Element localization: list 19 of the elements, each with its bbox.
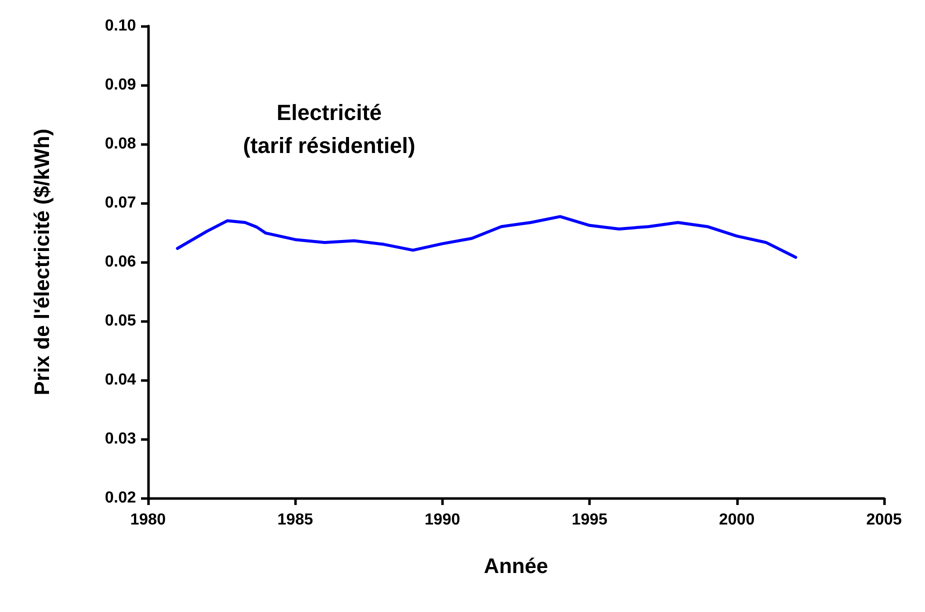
x-tick-label: 1995: [572, 512, 608, 528]
x-axis-title: Année: [484, 555, 548, 578]
x-tick-label: 1980: [130, 512, 166, 528]
x-tick-label: 1990: [424, 512, 460, 528]
y-tick-label: 0.04: [104, 372, 136, 388]
y-tick-label: 0.10: [104, 18, 136, 34]
x-tick-label: 1985: [277, 512, 314, 528]
x-tick-label: 2005: [866, 512, 902, 528]
y-tick-label: 0.07: [104, 194, 136, 212]
annotation: Electricité (tarif résidentiel): [242, 100, 416, 158]
y-tick-label: 0.03: [104, 430, 136, 448]
x-tick-label: 2000: [719, 512, 755, 528]
y-tick-label: 0.06: [104, 254, 136, 270]
y-tick-label: 0.08: [104, 136, 136, 152]
y-tick-label: 0.02: [104, 490, 136, 506]
line-series: [176, 215, 798, 259]
y-axis-title: Prix de l'électricité ($/kWh): [31, 128, 54, 396]
y-tick-label: 0.05: [104, 312, 136, 330]
y-tick-label: 0.09: [104, 76, 136, 94]
